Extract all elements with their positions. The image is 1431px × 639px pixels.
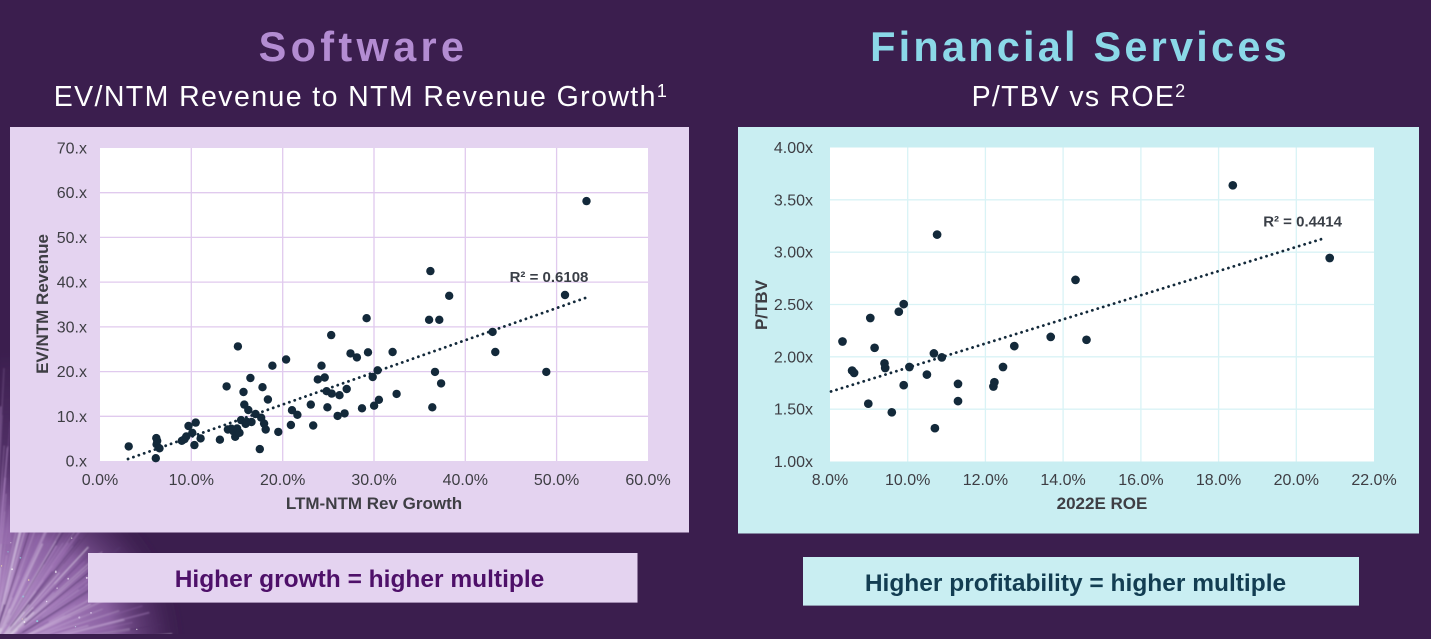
- svg-text:50.0%: 50.0%: [534, 472, 579, 489]
- svg-text:22.0%: 22.0%: [1351, 472, 1396, 489]
- svg-text:8.0%: 8.0%: [812, 472, 848, 489]
- svg-text:1.00x: 1.00x: [774, 454, 813, 471]
- svg-text:Higher profitability = higher: Higher profitability = higher multiple: [865, 570, 1286, 597]
- svg-text:30.0%: 30.0%: [351, 472, 396, 489]
- svg-text:0.0%: 0.0%: [82, 472, 118, 489]
- svg-text:4.00x: 4.00x: [774, 140, 813, 157]
- svg-text:2.50x: 2.50x: [774, 297, 813, 314]
- svg-text:0.x: 0.x: [66, 454, 87, 471]
- svg-text:Financial Services: Financial Services: [870, 23, 1290, 70]
- svg-text:Software: Software: [259, 23, 469, 70]
- svg-text:EV/NTM Revenue: EV/NTM Revenue: [33, 234, 52, 374]
- svg-text:40.0%: 40.0%: [443, 472, 488, 489]
- svg-text:2022E ROE: 2022E ROE: [1057, 494, 1148, 513]
- svg-text:P/TBV vs ROE2: P/TBV vs ROE2: [972, 81, 1187, 113]
- svg-text:P/TBV: P/TBV: [752, 279, 771, 330]
- svg-text:3.00x: 3.00x: [774, 245, 813, 262]
- svg-text:18.0%: 18.0%: [1196, 472, 1241, 489]
- svg-text:60.0%: 60.0%: [625, 472, 670, 489]
- svg-text:10.0%: 10.0%: [885, 472, 930, 489]
- svg-text:20.0%: 20.0%: [260, 472, 305, 489]
- svg-text:R² = 0.4414: R² = 0.4414: [1263, 214, 1342, 231]
- svg-text:2.00x: 2.00x: [774, 349, 813, 366]
- svg-text:Higher growth = higher multipl: Higher growth = higher multiple: [175, 566, 545, 593]
- svg-text:30.x: 30.x: [57, 319, 87, 336]
- svg-text:10.x: 10.x: [57, 409, 87, 426]
- svg-text:LTM-NTM Rev Growth: LTM-NTM Rev Growth: [286, 494, 462, 513]
- svg-text:3.50x: 3.50x: [774, 192, 813, 209]
- svg-text:EV/NTM Revenue to NTM Revenue: EV/NTM Revenue to NTM Revenue Growth1: [54, 81, 669, 113]
- svg-text:60.x: 60.x: [57, 185, 87, 202]
- svg-text:1.50x: 1.50x: [774, 402, 813, 419]
- svg-text:12.0%: 12.0%: [963, 472, 1008, 489]
- svg-text:10.0%: 10.0%: [169, 472, 214, 489]
- svg-text:14.0%: 14.0%: [1040, 472, 1085, 489]
- svg-text:20.0%: 20.0%: [1274, 472, 1319, 489]
- svg-text:R² = 0.6108: R² = 0.6108: [510, 269, 589, 286]
- svg-text:20.x: 20.x: [57, 364, 87, 381]
- svg-text:70.x: 70.x: [57, 141, 87, 158]
- svg-text:16.0%: 16.0%: [1118, 472, 1163, 489]
- svg-text:40.x: 40.x: [57, 275, 87, 292]
- svg-text:50.x: 50.x: [57, 230, 87, 247]
